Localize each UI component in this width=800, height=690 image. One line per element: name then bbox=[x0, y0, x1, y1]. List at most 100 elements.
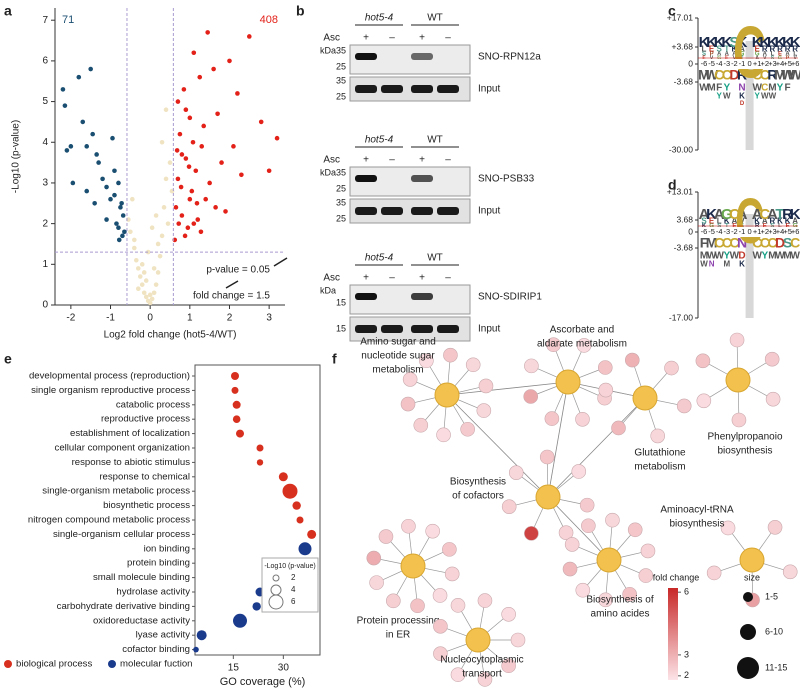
position-label: +3 bbox=[768, 59, 777, 68]
size-swatch bbox=[740, 624, 756, 640]
position-label: -1 bbox=[739, 59, 746, 68]
colorbar-label: 3 bbox=[684, 649, 689, 659]
hub-label: Aminoacyl-tRNA bbox=[660, 505, 734, 516]
point bbox=[182, 233, 188, 239]
dot bbox=[232, 400, 241, 409]
point bbox=[141, 270, 147, 275]
logo-letter: P bbox=[710, 52, 714, 58]
category-label: catabolic process bbox=[116, 399, 190, 410]
logo-letter: A bbox=[763, 52, 768, 58]
point bbox=[199, 144, 205, 149]
input-label: Input bbox=[478, 324, 500, 335]
leaf-node bbox=[576, 338, 592, 353]
category-label: establishment of localization bbox=[70, 428, 190, 439]
logo-letter: M bbox=[700, 251, 708, 262]
point bbox=[231, 144, 236, 149]
position-label: -4 bbox=[716, 227, 723, 236]
colorbar bbox=[668, 588, 678, 680]
logo-letter: R bbox=[767, 67, 777, 83]
point bbox=[175, 176, 181, 182]
logo-letter: R bbox=[792, 45, 798, 54]
band bbox=[381, 325, 403, 333]
position-label: +4 bbox=[776, 227, 785, 236]
logo-letter: A bbox=[792, 216, 798, 225]
logo-letter: W bbox=[775, 251, 785, 262]
logo-letter: K bbox=[702, 224, 707, 230]
logo-letter: W bbox=[769, 92, 777, 101]
sign: – bbox=[389, 273, 395, 284]
logo-letter: D bbox=[738, 251, 745, 262]
leaf-node bbox=[706, 565, 722, 581]
leaf-node bbox=[369, 575, 384, 590]
leaf-node bbox=[501, 658, 516, 674]
dot bbox=[278, 472, 288, 482]
point bbox=[143, 278, 149, 283]
logo-letter: C bbox=[759, 206, 770, 223]
logo-letter: A bbox=[732, 216, 738, 225]
logo-letter: K bbox=[699, 34, 710, 51]
point bbox=[120, 213, 126, 218]
x-tick-label: 1 bbox=[187, 313, 193, 324]
legend-label: molecular fuction bbox=[120, 659, 193, 670]
dot bbox=[252, 602, 261, 611]
colorbar-label: 6 bbox=[684, 587, 689, 597]
kda-marker: 15 bbox=[336, 297, 346, 307]
logo-letter: M bbox=[768, 83, 776, 94]
logo-letter: C bbox=[714, 235, 724, 251]
point bbox=[178, 184, 184, 190]
point bbox=[161, 205, 167, 210]
legend-label: biological process bbox=[16, 659, 92, 670]
leaf-node bbox=[465, 357, 481, 373]
hub-label: of cofactors bbox=[452, 491, 504, 502]
point bbox=[116, 237, 122, 243]
kda-marker: 25 bbox=[336, 183, 346, 193]
y-tick-label: -17.00 bbox=[669, 312, 693, 322]
hub-label: Amino sugar and bbox=[360, 337, 436, 348]
point bbox=[201, 123, 207, 129]
kda-label: kDa bbox=[320, 167, 336, 177]
leaf-node bbox=[478, 378, 494, 394]
panel-label: a bbox=[4, 3, 12, 19]
leaf-node bbox=[558, 525, 574, 540]
hub-label: biosynthesis bbox=[669, 519, 724, 530]
point bbox=[193, 168, 199, 174]
leaf-node bbox=[571, 464, 587, 479]
logo-letter: W bbox=[723, 92, 731, 101]
logo-letter: W bbox=[700, 260, 708, 269]
logo-letter: C bbox=[767, 235, 777, 251]
position-label: -3 bbox=[723, 59, 730, 68]
sign: – bbox=[389, 33, 395, 44]
category-label: response to chemical bbox=[99, 471, 190, 482]
logo-letter: M bbox=[783, 251, 791, 262]
category-label: cofactor binding bbox=[122, 644, 190, 655]
logo-letter: K bbox=[732, 45, 738, 54]
logo-letter: G bbox=[793, 224, 798, 230]
annotation: p-value = 0.05 bbox=[206, 265, 270, 276]
point bbox=[155, 270, 161, 275]
logo-letter: K bbox=[724, 216, 730, 225]
x-tick-label: 3 bbox=[266, 313, 272, 324]
group-label: hot5-4 bbox=[365, 13, 394, 24]
logo-letter: K bbox=[775, 34, 786, 51]
group-label: hot5-4 bbox=[365, 135, 394, 146]
probe-label: SNO-SDIRIP1 bbox=[478, 292, 542, 303]
point bbox=[183, 156, 189, 161]
logo-letter: A bbox=[699, 206, 710, 223]
panel-label: d bbox=[668, 177, 677, 193]
logo-letter: G bbox=[755, 52, 760, 58]
logo-letter: C bbox=[760, 235, 770, 251]
logo-letter: D bbox=[775, 235, 785, 251]
band bbox=[355, 53, 377, 60]
logo-letter: M bbox=[768, 251, 776, 262]
logo-letter: F bbox=[700, 235, 709, 251]
hub-node bbox=[632, 385, 658, 411]
point bbox=[84, 144, 90, 149]
point bbox=[68, 144, 74, 149]
logo-letter: S bbox=[771, 55, 775, 61]
logo-letter: A bbox=[767, 206, 778, 223]
sign: + bbox=[419, 273, 425, 284]
x-tick-label: -1 bbox=[106, 313, 115, 324]
dot bbox=[193, 646, 199, 653]
logo-letter: A bbox=[717, 52, 722, 58]
logo-letter: A bbox=[725, 52, 730, 58]
